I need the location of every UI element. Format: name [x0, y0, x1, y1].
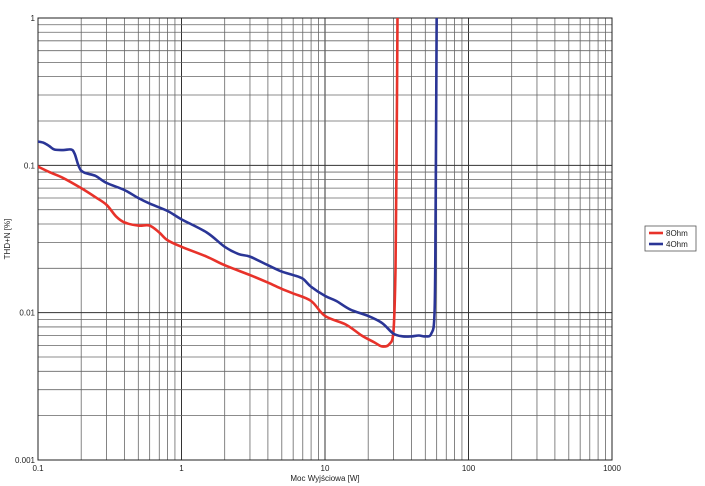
y-tick-label: 0.1: [24, 161, 36, 170]
x-tick-label: 1000: [603, 464, 621, 473]
x-axis-title: Moc Wyjściowa [W]: [290, 474, 359, 483]
series-layer: [38, 18, 438, 348]
x-tick-label: 10: [321, 464, 330, 473]
legend-label: 8Ohm: [666, 229, 688, 238]
x-tick-label: 0.1: [32, 464, 44, 473]
legend: 8Ohm 4Ohm: [644, 225, 697, 252]
series-line-4ohm: [38, 18, 438, 338]
y-tick-labels: 0.001 0.01 0.1 1: [15, 14, 36, 465]
plot-frame: [37, 17, 613, 461]
legend-label: 4Ohm: [666, 240, 688, 249]
y-axis-title: THD+N [%]: [3, 219, 12, 260]
legend-box: [644, 225, 697, 252]
x-tick-labels: 0.1 1 10 100 1000: [32, 464, 621, 473]
series-line-8ohm: [38, 18, 399, 348]
y-tick-label: 1: [31, 14, 36, 23]
x-tick-label: 100: [462, 464, 476, 473]
x-tick-label: 1: [179, 464, 184, 473]
grid-lines: [38, 18, 612, 460]
y-tick-label: 0.01: [19, 309, 35, 318]
y-tick-label: 0.001: [15, 456, 36, 465]
